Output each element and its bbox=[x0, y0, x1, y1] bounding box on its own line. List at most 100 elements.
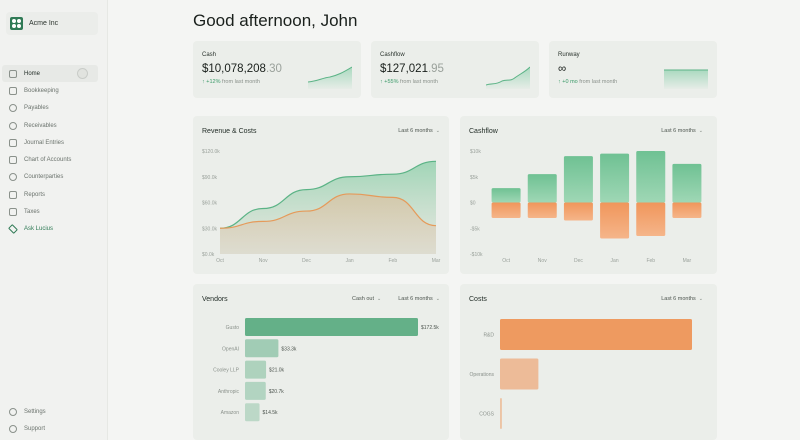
cost-bar bbox=[500, 398, 502, 429]
costs-period-dropdown[interactable]: Last 6 months ⌄ bbox=[661, 296, 703, 302]
cost-label: COGS bbox=[479, 412, 494, 418]
series-line-1 bbox=[219, 193, 437, 229]
vendor-value: $33.3k bbox=[281, 346, 297, 352]
sidebar-item-receivables[interactable]: Receivables bbox=[0, 117, 108, 134]
sidebar-item-label: Receivables bbox=[24, 122, 57, 129]
runway-label: Runway bbox=[558, 52, 580, 58]
cashflow-bar-in bbox=[600, 153, 630, 203]
org-logo-icon bbox=[10, 17, 23, 30]
vendor-label: OpenAI bbox=[222, 346, 239, 352]
vendors-panel: Vendors Cash out ⌄ Last 6 months ⌄ Gusto $1… bbox=[193, 284, 449, 440]
sidebar-item-label: Taxes bbox=[24, 209, 40, 216]
cost-label: R&D bbox=[483, 333, 494, 339]
book-icon bbox=[9, 86, 17, 95]
cashflow-chart: $10k $5k $0 -$5k -$10k Oct Nov Dec Jan Feb Mar bbox=[470, 149, 702, 264]
sidebar-item-counterparties[interactable]: Counterparties bbox=[0, 169, 108, 186]
x-tick-label: Oct bbox=[216, 258, 224, 264]
cash-sparkline bbox=[308, 66, 352, 89]
vendor-bar bbox=[245, 339, 279, 358]
cash-card[interactable]: Cash $10,078,208.30 ↑ +12% from last mon… bbox=[193, 41, 361, 98]
x-tick-label: Nov bbox=[259, 258, 268, 264]
y-tick-label: $10k bbox=[470, 149, 481, 155]
x-tick-label: Mar bbox=[432, 258, 441, 264]
x-tick-label: Feb bbox=[646, 258, 655, 264]
sidebar-item-payables[interactable]: Payables bbox=[0, 100, 108, 117]
org-switcher[interactable]: Acme Inc bbox=[6, 12, 98, 35]
revenue-costs-chart: $0.0k $30.0k $60.0k $90.0k $120.0k Oct Nov Dec J… bbox=[202, 149, 441, 264]
x-tick-label: Mar bbox=[683, 258, 692, 264]
vendor-value: $172.5k bbox=[421, 325, 439, 331]
vendors-chart: Gusto $172.5k OpenAI $33.3k Cooley LLP $21.0k… bbox=[213, 318, 439, 422]
sidebar-item-journal-entries[interactable]: Journal Entries bbox=[0, 134, 108, 151]
sidebar-collapse-toggle[interactable] bbox=[77, 68, 88, 79]
sidebar-item-bookkeeping[interactable]: Bookkeeping bbox=[0, 82, 108, 99]
gear-icon bbox=[9, 407, 17, 416]
x-tick-label: Dec bbox=[302, 258, 311, 264]
chevron-down-icon: ⌄ bbox=[435, 296, 440, 302]
sidebar-item-reports[interactable]: Reports bbox=[0, 186, 108, 203]
cashflow-period-dropdown[interactable]: Last 6 months ⌄ bbox=[661, 128, 703, 134]
costs-chart: R&D Operations COGS bbox=[470, 319, 692, 429]
x-tick-label: Jan bbox=[346, 258, 354, 264]
cashflow-change: ↑ +55% from last month bbox=[380, 79, 438, 85]
cashflow-sparkline bbox=[486, 66, 530, 89]
sidebar-item-label: Home bbox=[24, 70, 41, 77]
x-tick-label: Nov bbox=[538, 258, 547, 264]
home-icon bbox=[9, 69, 17, 78]
revenue-costs-panel: Revenue & Costs Last 6 months ⌄ $0.0k $30.… bbox=[193, 116, 449, 274]
sidebar-item-chart-of-accounts[interactable]: Chart of Accounts bbox=[0, 151, 108, 168]
cost-label: Operations bbox=[470, 372, 495, 378]
y-tick-label: $30.0k bbox=[202, 226, 218, 232]
cashflow-bar-out bbox=[527, 202, 557, 218]
y-tick-label: $90.0k bbox=[202, 175, 218, 181]
accounts-icon bbox=[9, 156, 17, 165]
cashflow-bar-in bbox=[563, 156, 593, 203]
x-tick-label: Dec bbox=[574, 258, 583, 264]
sidebar: Acme Inc Home Bookkeeping Payables Receivab… bbox=[0, 0, 108, 440]
y-tick-label: $0 bbox=[470, 201, 476, 207]
sidebar-item-label: Ask Lucius bbox=[24, 226, 54, 233]
runway-card[interactable]: Runway ∞ ↑ +0 mo from last month bbox=[549, 41, 717, 98]
sidebar-item-home[interactable]: Home bbox=[2, 65, 98, 83]
chevron-down-icon: ⌄ bbox=[377, 296, 382, 302]
sidebar-item-ask-lucius[interactable]: Ask Lucius bbox=[0, 221, 108, 238]
sidebar-item-label: Reports bbox=[24, 191, 46, 198]
cashflow-card[interactable]: Cashflow $127,021.95 ↑ +55% from last mo… bbox=[371, 41, 539, 98]
cash-value: $10,078,208.30 bbox=[202, 63, 282, 75]
sidebar-nav: Home Bookkeeping Payables Receivables Journa… bbox=[0, 65, 108, 238]
vendors-filter-dropdown[interactable]: Cash out ⌄ bbox=[352, 296, 382, 302]
vendor-bar bbox=[245, 360, 267, 379]
cashflow-bar-out bbox=[636, 202, 666, 236]
vendors-period-dropdown[interactable]: Last 6 months ⌄ bbox=[398, 296, 440, 302]
costs-title: Costs bbox=[469, 296, 487, 303]
cashflow-bar-out bbox=[600, 202, 630, 239]
vendor-bar bbox=[245, 318, 418, 336]
vendor-bar bbox=[245, 403, 260, 422]
cashflow-panel: Cashflow Last 6 months ⌄ $10k $5k $0 -$5k -$1… bbox=[460, 116, 717, 274]
series-line-0 bbox=[219, 160, 437, 229]
revenue-period-dropdown[interactable]: Last 6 months ⌄ bbox=[398, 128, 440, 134]
y-tick-label: $0.0k bbox=[202, 252, 215, 258]
revenue-costs-title: Revenue & Costs bbox=[202, 128, 257, 135]
runway-value: ∞ bbox=[558, 63, 567, 75]
vendor-value: $20.7k bbox=[269, 389, 285, 395]
sidebar-item-settings[interactable]: Settings bbox=[0, 403, 108, 420]
cashflow-bar-in bbox=[636, 151, 666, 203]
vendor-value: $21.0k bbox=[269, 368, 285, 374]
cashflow-label: Cashflow bbox=[380, 52, 405, 58]
cashflow-bar-in bbox=[672, 163, 702, 203]
y-tick-label: -$10k bbox=[470, 252, 483, 258]
sidebar-item-support[interactable]: Support bbox=[0, 420, 108, 437]
sidebar-item-taxes[interactable]: Taxes bbox=[0, 203, 108, 220]
chevron-down-icon: ⌄ bbox=[435, 128, 440, 134]
page-title: Good afternoon, John bbox=[193, 11, 358, 30]
users-icon bbox=[9, 173, 17, 182]
cost-bar bbox=[500, 319, 692, 350]
cash-change: ↑ +12% from last month bbox=[202, 79, 260, 85]
cashflow-bar-out bbox=[672, 202, 702, 218]
sidebar-item-label: Payables bbox=[24, 105, 49, 112]
cashflow-value: $127,021.95 bbox=[380, 63, 444, 75]
sidebar-nav-bottom: Settings Support bbox=[0, 403, 108, 438]
cashflow-bar-out bbox=[491, 202, 521, 218]
cashflow-bar-in bbox=[527, 174, 557, 203]
